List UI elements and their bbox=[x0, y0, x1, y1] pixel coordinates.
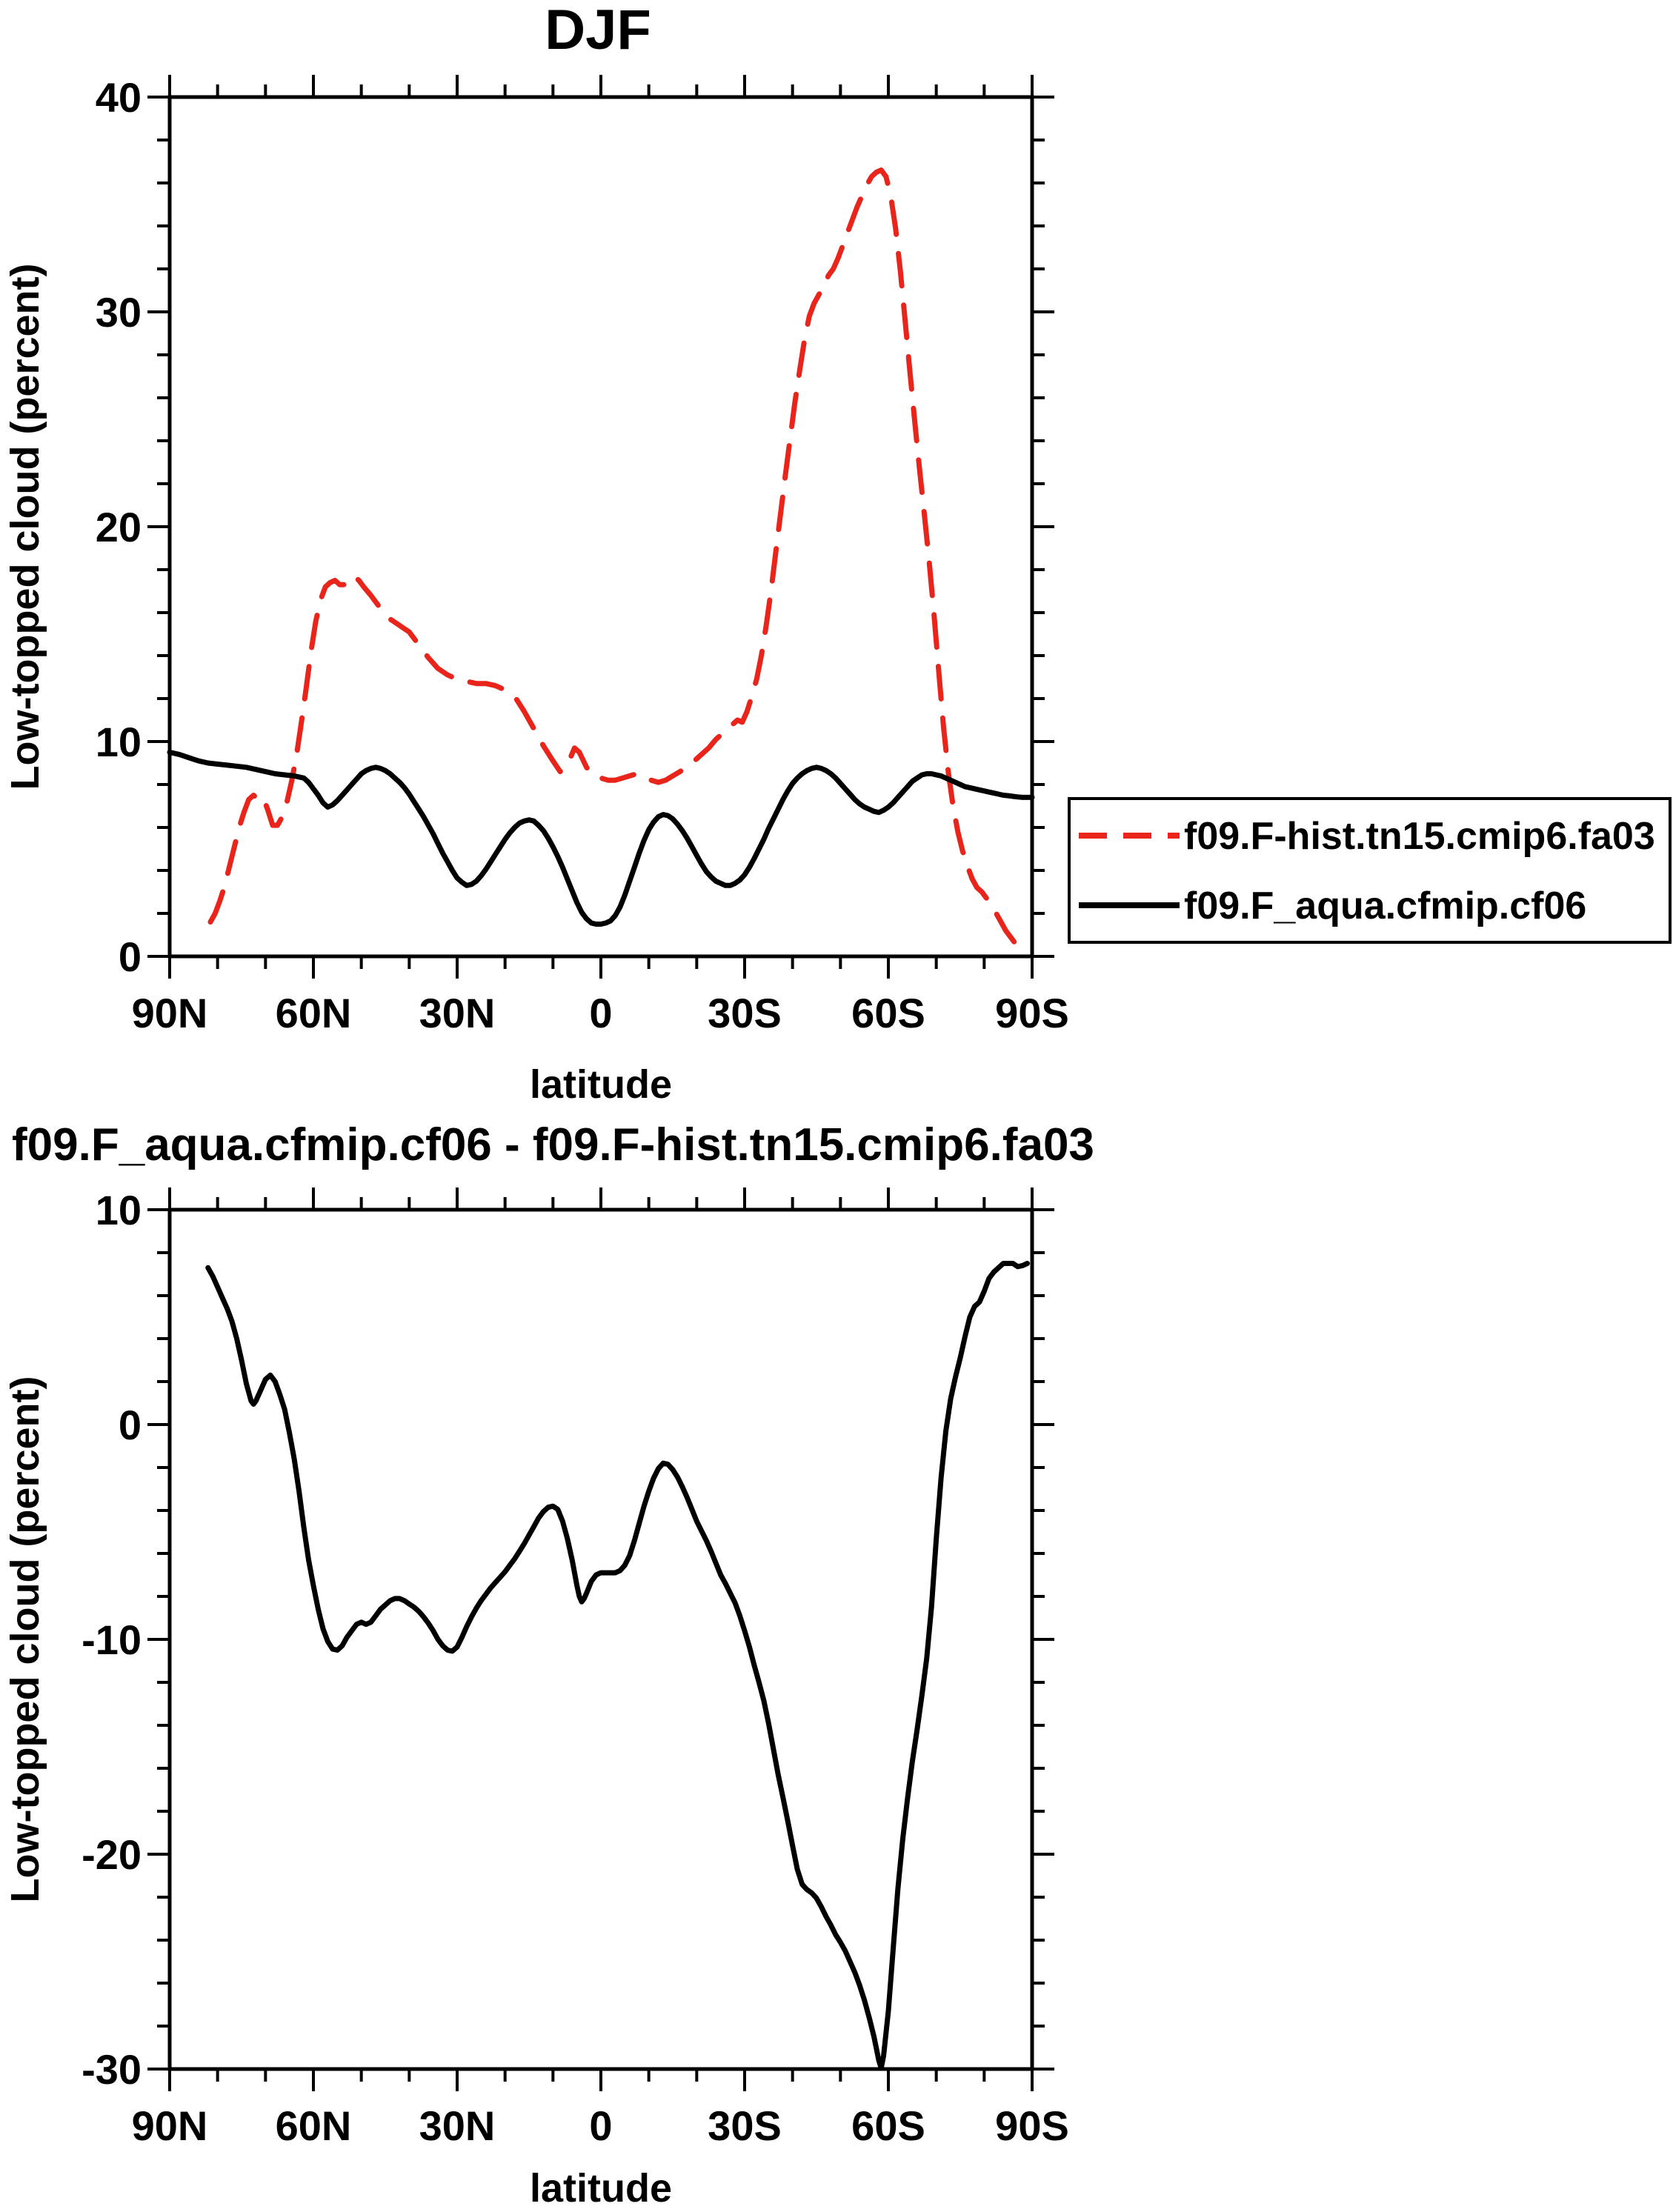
x-tick-label: 0 bbox=[589, 990, 612, 1036]
x-tick-label: 0 bbox=[589, 2102, 612, 2149]
y-tick-label: 20 bbox=[96, 504, 142, 550]
top-chart-axes: 90N 60N 30N 0 30S 60S 90S 0 10 20 30 40 bbox=[96, 74, 1069, 1036]
x-tick-label: 60N bbox=[276, 2102, 352, 2149]
y-tick-label: 10 bbox=[96, 719, 142, 765]
plot-frame bbox=[167, 95, 1034, 959]
bottom-chart-title: f09.F_aqua.cfmip.cf06 - f09.F-hist.tn15.… bbox=[12, 1119, 1094, 1170]
y-tick-label: 40 bbox=[96, 74, 142, 121]
y-tick-label: -30 bbox=[82, 2046, 142, 2093]
top-chart-series bbox=[167, 167, 1035, 958]
bottom-y-axis-title: Low-topped cloud (percent) bbox=[3, 1376, 47, 1903]
legend-label-aqua: f09.F_aqua.cfmip.cf06 bbox=[1184, 885, 1586, 927]
y-tick-label: 30 bbox=[96, 289, 142, 336]
x-tick-label: 60S bbox=[851, 2102, 925, 2149]
y-tick-label: -20 bbox=[82, 1831, 142, 1878]
x-tick-label: 30N bbox=[419, 2102, 496, 2149]
legend-label-hist: f09.F-hist.tn15.cmip6.fa03 bbox=[1184, 815, 1655, 858]
x-tick-label: 90S bbox=[995, 990, 1069, 1036]
y-tick-label: 0 bbox=[119, 933, 142, 980]
bottom-chart-axes: 90N 60N 30N 0 30S 60S 90S -30 -20 -10 0 10 bbox=[82, 1187, 1069, 2149]
top-x-axis-title: latitude bbox=[530, 1062, 672, 1107]
top-y-axis-title: Low-topped cloud (percent) bbox=[3, 264, 47, 790]
legend: f09.F-hist.tn15.cmip6.fa03 f09.F_aqua.cf… bbox=[1068, 797, 1672, 944]
plot-frame bbox=[167, 1207, 1034, 2071]
x-tick-label: 60N bbox=[276, 990, 352, 1036]
series-line-f09-f-aqua-cfmip-cf06 bbox=[167, 750, 1035, 927]
top-chart-title: DJF bbox=[545, 0, 651, 61]
x-tick-label: 30S bbox=[708, 990, 782, 1036]
x-tick-label: 90N bbox=[132, 990, 208, 1036]
x-tick-label: 30N bbox=[419, 990, 496, 1036]
y-tick-label: 10 bbox=[96, 1187, 142, 1233]
x-tick-label: 60S bbox=[851, 990, 925, 1036]
series-line-f09-f-hist-tn15-cmip6-fa03 bbox=[207, 167, 1028, 958]
y-tick-label: -10 bbox=[82, 1616, 142, 1663]
series-line-f09-f-aqua-cfmip-cf06-f09-f-hist-tn15-cmip6-fa03 bbox=[205, 1261, 1030, 2071]
y-tick-label: 0 bbox=[119, 1402, 142, 1448]
x-tick-label: 90N bbox=[132, 2102, 208, 2149]
x-tick-label: 90S bbox=[995, 2102, 1069, 2149]
x-tick-label: 30S bbox=[708, 2102, 782, 2149]
bottom-chart-series bbox=[205, 1261, 1030, 2071]
legend-box bbox=[1068, 797, 1672, 944]
bottom-x-axis-title: latitude bbox=[530, 2166, 672, 2211]
